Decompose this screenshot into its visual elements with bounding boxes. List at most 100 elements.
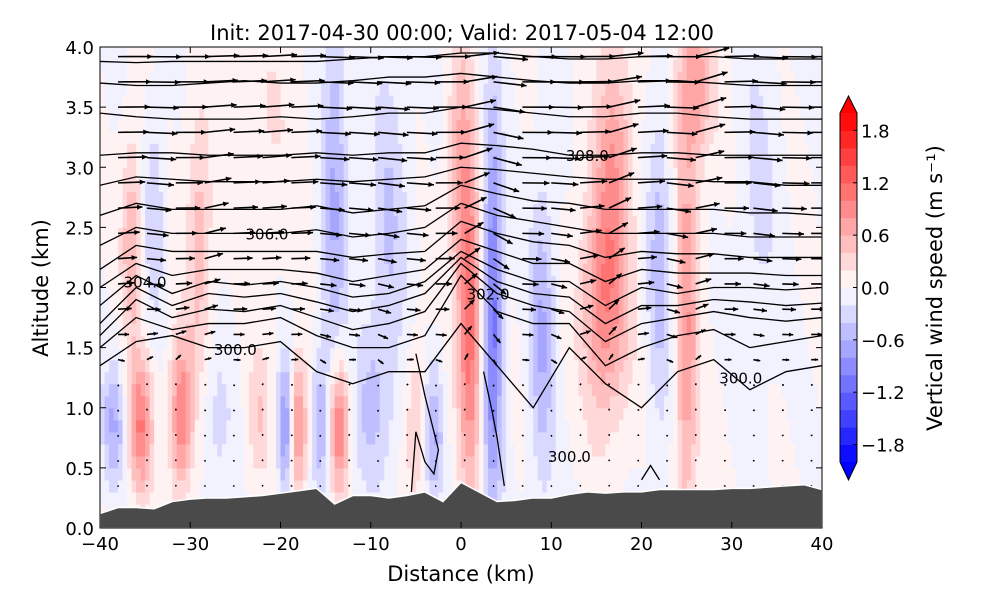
w-cell	[100, 467, 106, 481]
w-cell	[479, 311, 485, 325]
w-cell	[217, 251, 223, 265]
w-cell	[104, 323, 110, 337]
w-cell	[420, 143, 426, 156]
w-cell	[442, 359, 449, 373]
w-cell	[221, 155, 227, 168]
w-cell	[456, 83, 462, 96]
w-cell	[321, 407, 327, 421]
w-cell	[578, 323, 584, 337]
w-cell	[600, 59, 606, 72]
w-cell	[366, 443, 372, 457]
w-cell	[203, 311, 209, 325]
w-cell	[492, 239, 498, 253]
w-cell	[203, 179, 209, 192]
w-cell	[542, 479, 548, 493]
w-cell	[370, 191, 376, 204]
w-cell	[605, 335, 611, 349]
w-cell	[384, 251, 390, 265]
w-cell	[366, 155, 372, 168]
w-cell	[384, 323, 390, 337]
w-cell	[370, 359, 376, 373]
w-cell	[257, 419, 264, 433]
w-cell	[194, 239, 200, 253]
w-cell	[420, 155, 426, 168]
w-cell	[190, 71, 196, 84]
w-cell	[420, 239, 426, 253]
w-cell	[438, 491, 444, 505]
w-cell	[402, 227, 408, 240]
w-cell	[321, 179, 327, 192]
w-cell	[348, 383, 354, 397]
w-cell	[325, 83, 331, 96]
w-cell	[447, 335, 453, 349]
w-cell	[519, 407, 525, 421]
w-cell	[239, 179, 245, 192]
w-cell	[298, 323, 304, 337]
w-cell	[113, 479, 119, 493]
w-cell	[366, 59, 372, 72]
w-cell	[641, 335, 647, 349]
w-cell	[614, 323, 620, 337]
w-cell	[208, 215, 214, 228]
w-cell	[415, 119, 421, 132]
w-cell	[190, 239, 196, 253]
w-cell	[623, 419, 629, 433]
w-cell	[100, 359, 106, 373]
w-cell	[442, 71, 449, 84]
w-cell	[510, 227, 516, 240]
w-cell	[542, 71, 548, 84]
w-cell	[316, 215, 322, 228]
w-cell	[316, 323, 322, 337]
w-cell	[587, 359, 593, 373]
w-cell	[537, 47, 543, 60]
w-cell	[262, 419, 268, 433]
w-cell	[483, 311, 489, 325]
w-cell	[627, 155, 634, 168]
w-cell	[632, 431, 638, 445]
w-cell	[510, 359, 516, 373]
w-cell	[239, 191, 245, 204]
w-cell	[158, 131, 164, 144]
w-cell	[312, 359, 318, 373]
w-cell	[127, 431, 133, 445]
w-cell	[163, 47, 169, 60]
w-cell	[650, 359, 656, 373]
w-cell	[605, 47, 611, 60]
w-cell	[285, 299, 291, 313]
w-cell	[596, 215, 602, 228]
w-cell	[591, 215, 597, 228]
w-cell	[506, 323, 512, 337]
w-cell	[194, 467, 200, 481]
w-cell	[560, 347, 566, 361]
w-cell	[614, 143, 620, 156]
w-cell	[519, 311, 525, 325]
w-cell	[248, 47, 255, 60]
w-cell	[609, 407, 616, 421]
w-cell	[375, 59, 381, 72]
w-cell	[497, 107, 503, 120]
w-cell	[429, 251, 435, 265]
w-cell	[582, 323, 588, 337]
w-cell	[542, 407, 548, 421]
w-cell	[515, 107, 521, 120]
w-cell	[145, 407, 151, 421]
w-cell	[564, 287, 570, 301]
w-cell	[221, 347, 227, 361]
w-cell	[524, 467, 530, 481]
w-cell	[366, 287, 372, 301]
w-cell	[479, 131, 485, 144]
w-cell	[199, 371, 205, 385]
w-cell	[605, 323, 611, 337]
w-cell	[294, 419, 300, 433]
w-cell	[244, 287, 250, 301]
w-cell	[226, 215, 232, 228]
w-cell	[506, 83, 512, 96]
w-cell	[479, 347, 485, 361]
w-cell	[158, 431, 164, 445]
w-cell	[298, 395, 304, 409]
w-cell	[461, 347, 467, 361]
w-cell	[609, 263, 616, 277]
w-cell	[172, 479, 178, 493]
w-cell	[262, 167, 268, 180]
w-cell	[600, 107, 606, 120]
